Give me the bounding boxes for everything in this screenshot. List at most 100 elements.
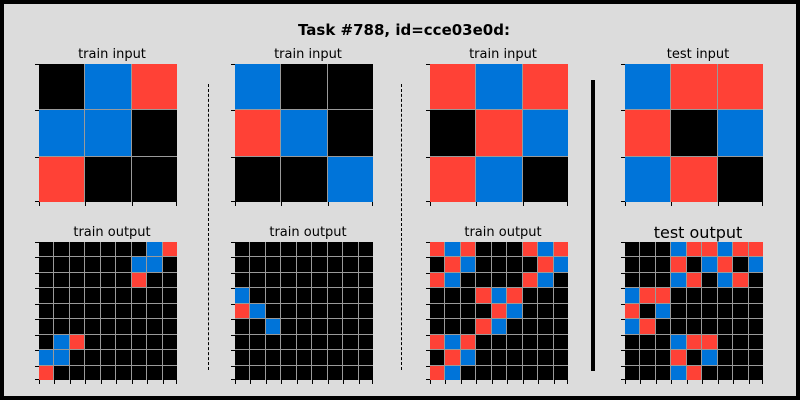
grid-cell — [131, 319, 147, 334]
grid-cell — [717, 303, 733, 319]
grid-cell — [85, 319, 100, 334]
grid-cell — [250, 303, 265, 319]
grid-cell — [460, 257, 476, 272]
grid-cell — [655, 257, 671, 272]
grid-cell — [460, 365, 476, 380]
axis-tick — [35, 110, 39, 112]
axis-tick — [35, 201, 39, 202]
grid-cell — [235, 334, 250, 350]
grid-cell — [147, 303, 162, 319]
grid-cell — [491, 350, 507, 365]
axis-tick — [717, 380, 719, 384]
axis-tick — [426, 350, 430, 352]
grid-cell — [671, 303, 686, 319]
grid-cell — [640, 365, 655, 380]
grid-cell — [131, 334, 147, 350]
axis-tick — [147, 380, 149, 384]
panel-4-input-label: test input — [666, 47, 730, 62]
grid-cell — [733, 350, 748, 365]
axis-tick — [621, 334, 625, 336]
grid-cell — [85, 156, 131, 202]
grid-cell — [625, 156, 671, 202]
grid-cell — [100, 272, 116, 288]
grid-cell — [702, 303, 717, 319]
grid-cell — [430, 272, 445, 288]
grid-cell — [507, 272, 522, 288]
grid-cell — [717, 350, 733, 365]
grid-cell — [748, 272, 763, 288]
grid-cell — [430, 242, 445, 257]
grid-cell — [460, 303, 476, 319]
axis-tick — [231, 201, 235, 202]
axis-tick — [621, 379, 625, 380]
grid-cell — [717, 64, 763, 110]
separator-dashed-1 — [208, 84, 209, 370]
grid-cell — [522, 319, 538, 334]
grid-cell — [54, 365, 69, 380]
axis-tick — [621, 110, 625, 112]
grid-cell — [625, 350, 640, 365]
axis-tick — [231, 272, 235, 274]
grid-cell — [85, 272, 100, 288]
grid-cell — [296, 288, 312, 303]
axis-tick — [35, 257, 39, 259]
axis-tick — [372, 202, 373, 206]
grid-cell — [748, 350, 763, 365]
grid-cell — [522, 350, 538, 365]
grid-cell — [445, 288, 460, 303]
axis-tick — [231, 110, 235, 112]
axis-tick — [327, 380, 329, 384]
grid-cell — [147, 334, 162, 350]
axis-tick — [426, 201, 430, 202]
panel-3-output-grid — [430, 242, 568, 380]
grid-cell — [625, 272, 640, 288]
grid-cell — [69, 303, 85, 319]
grid-cell — [116, 334, 131, 350]
grid-cell — [54, 334, 69, 350]
grid-cell — [476, 365, 491, 380]
axis-tick — [343, 380, 345, 384]
grid-cell — [235, 288, 250, 303]
grid-cell — [312, 365, 327, 380]
axis-tick — [621, 303, 625, 305]
axis-tick — [538, 380, 540, 384]
grid-cell — [358, 365, 373, 380]
grid-cell — [640, 272, 655, 288]
grid-cell — [162, 334, 177, 350]
axis-tick — [176, 380, 177, 384]
axis-tick — [522, 380, 524, 384]
grid-cell — [655, 303, 671, 319]
grid-cell — [296, 303, 312, 319]
grid-cell — [460, 272, 476, 288]
axis-tick — [231, 257, 235, 259]
grid-cell — [717, 110, 763, 156]
grid-cell — [686, 288, 702, 303]
grid-cell — [162, 257, 177, 272]
grid-cell — [476, 272, 491, 288]
grid-cell — [69, 334, 85, 350]
axis-tick — [655, 380, 657, 384]
grid-cell — [296, 272, 312, 288]
axis-tick — [733, 380, 735, 384]
grid-cell — [39, 365, 54, 380]
grid-cell — [54, 288, 69, 303]
axis-tick — [281, 202, 283, 206]
grid-cell — [100, 365, 116, 380]
axis-tick — [491, 380, 493, 384]
grid-cell — [445, 257, 460, 272]
grid-cell — [748, 334, 763, 350]
grid-cell — [671, 242, 686, 257]
panel-3-output-label: train output — [464, 225, 542, 240]
grid-cell — [522, 242, 538, 257]
grid-cell — [625, 64, 671, 110]
grid-cell — [162, 303, 177, 319]
grid-cell — [702, 257, 717, 272]
grid-cell — [686, 242, 702, 257]
grid-cell — [733, 257, 748, 272]
axis-tick — [162, 380, 164, 384]
grid-cell — [54, 272, 69, 288]
grid-cell — [445, 303, 460, 319]
grid-cell — [296, 334, 312, 350]
axis-tick — [39, 380, 40, 384]
task-title: Task #788, id=cce03e0d: — [298, 21, 510, 39]
